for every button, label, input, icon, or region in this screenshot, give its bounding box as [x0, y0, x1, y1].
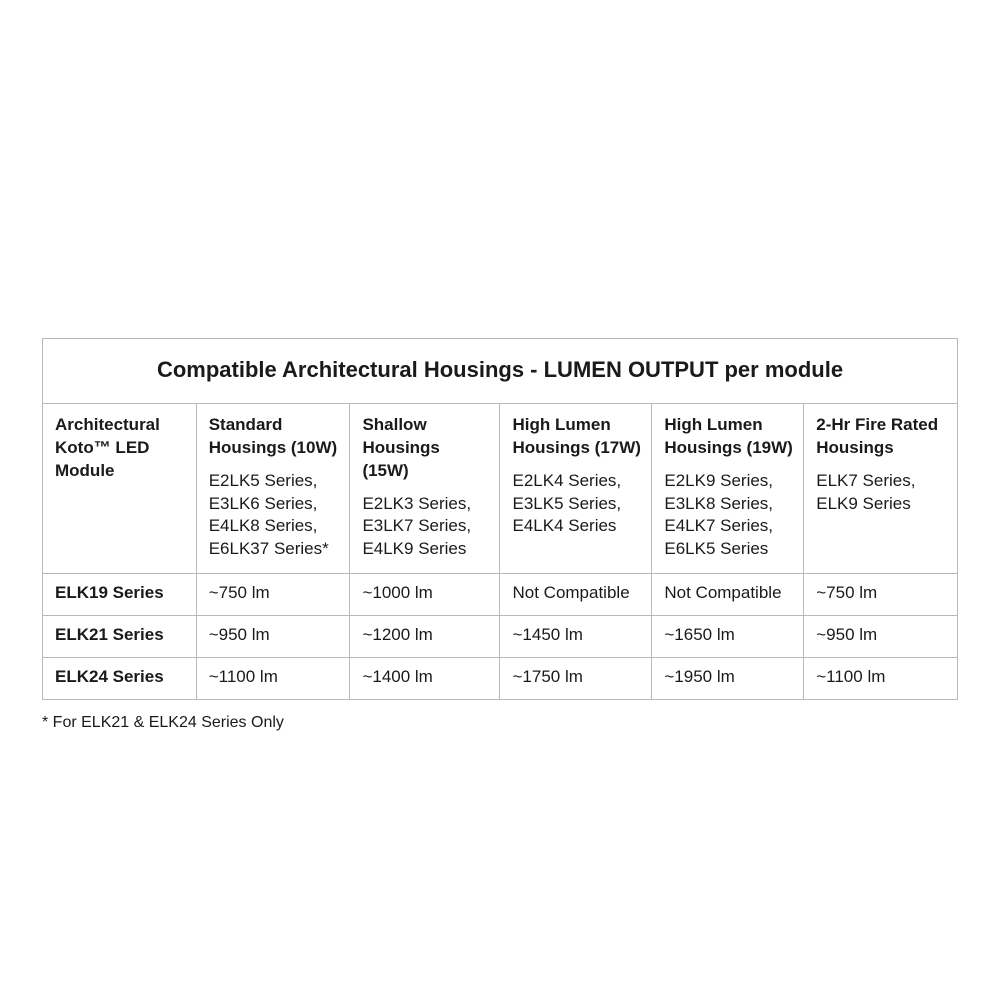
col-header-firerated: 2-Hr Fire Rated Housings ELK7 Series, EL…: [804, 403, 958, 574]
col-header-label: High Lumen Housings (19W): [664, 414, 793, 460]
col-header-standard: Standard Housings (10W) E2LK5 Series, E3…: [196, 403, 350, 574]
table-title: Compatible Architectural Housings - LUME…: [43, 339, 958, 404]
table-cell: ~1000 lm: [350, 574, 500, 616]
col-header-label: Shallow Housings (15W): [362, 414, 489, 483]
table-cell: ~1650 lm: [652, 616, 804, 658]
table-cell: ~1750 lm: [500, 658, 652, 700]
table-cell: ~950 lm: [804, 616, 958, 658]
table-footnote: * For ELK21 & ELK24 Series Only: [42, 714, 958, 732]
col-header-sub: E2LK4 Series, E3LK5 Series, E4LK4 Series: [512, 470, 641, 539]
table-row: ELK21 Series ~950 lm ~1200 lm ~1450 lm ~…: [43, 616, 958, 658]
col-header-highlumen17: High Lumen Housings (17W) E2LK4 Series, …: [500, 403, 652, 574]
col-header-shallow: Shallow Housings (15W) E2LK3 Series, E3L…: [350, 403, 500, 574]
table-cell: ~1200 lm: [350, 616, 500, 658]
table-cell: ~1450 lm: [500, 616, 652, 658]
table-container: Compatible Architectural Housings - LUME…: [42, 338, 958, 700]
col-header-highlumen19: High Lumen Housings (19W) E2LK9 Series, …: [652, 403, 804, 574]
table-cell: ~750 lm: [196, 574, 350, 616]
table-cell: ~1950 lm: [652, 658, 804, 700]
table-cell: Not Compatible: [500, 574, 652, 616]
col-header-label: Architectural Koto™ LED Module: [55, 414, 186, 483]
compatibility-table: Compatible Architectural Housings - LUME…: [42, 338, 958, 700]
table-cell: ~750 lm: [804, 574, 958, 616]
table-title-row: Compatible Architectural Housings - LUME…: [43, 339, 958, 404]
table-row: ELK24 Series ~1100 lm ~1400 lm ~1750 lm …: [43, 658, 958, 700]
row-label: ELK21 Series: [43, 616, 197, 658]
col-header-label: 2-Hr Fire Rated Housings: [816, 414, 947, 460]
row-label: ELK24 Series: [43, 658, 197, 700]
table-cell: ~1400 lm: [350, 658, 500, 700]
row-label: ELK19 Series: [43, 574, 197, 616]
col-header-sub: E2LK9 Series, E3LK8 Series, E4LK7 Series…: [664, 470, 793, 562]
col-header-label: Standard Housings (10W): [209, 414, 340, 460]
table-cell: ~1100 lm: [196, 658, 350, 700]
table-cell: Not Compatible: [652, 574, 804, 616]
col-header-sub: E2LK5 Series, E3LK6 Series, E4LK8 Series…: [209, 470, 340, 562]
table-header-row: Architectural Koto™ LED Module Standard …: [43, 403, 958, 574]
col-header-sub: ELK7 Series, ELK9 Series: [816, 470, 947, 516]
col-header-module: Architectural Koto™ LED Module: [43, 403, 197, 574]
col-header-label: High Lumen Housings (17W): [512, 414, 641, 460]
col-header-sub: E2LK3 Series, E3LK7 Series, E4LK9 Series: [362, 493, 489, 562]
table-row: ELK19 Series ~750 lm ~1000 lm Not Compat…: [43, 574, 958, 616]
page: Compatible Architectural Housings - LUME…: [0, 0, 1000, 1000]
table-cell: ~950 lm: [196, 616, 350, 658]
table-cell: ~1100 lm: [804, 658, 958, 700]
